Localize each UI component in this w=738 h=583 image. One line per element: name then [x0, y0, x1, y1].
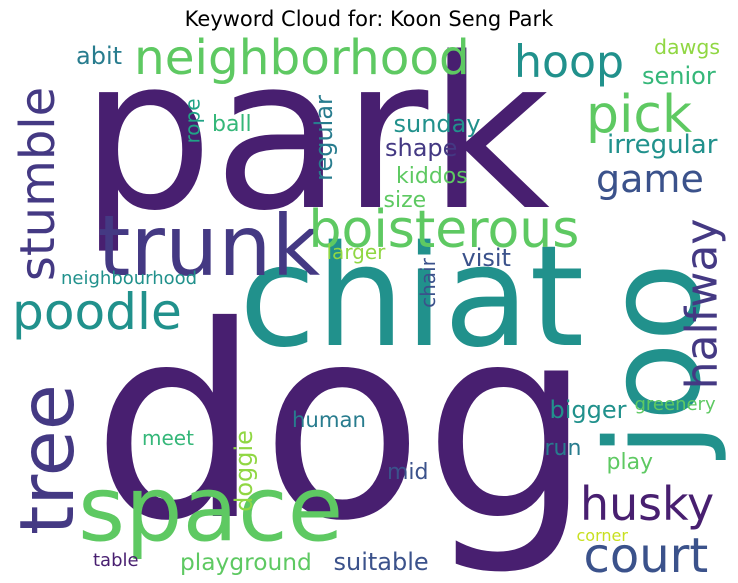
word-boisterous: boisterous: [308, 200, 580, 260]
word-corner: corner: [576, 526, 628, 545]
word-stumble: stumble: [10, 86, 67, 282]
word-game: game: [596, 157, 704, 201]
word-rope: rope: [180, 98, 205, 144]
word-court: court: [583, 528, 709, 583]
word-greenery: greenery: [634, 394, 716, 415]
word-shape: shape: [385, 134, 458, 162]
word-neighbourhood: neighbourhood: [61, 268, 198, 289]
word-husky: husky: [580, 477, 715, 531]
word-table: table: [93, 550, 139, 571]
word-tree: tree: [2, 383, 91, 535]
word-space: space: [78, 457, 344, 562]
word-hoop: hoop: [514, 37, 625, 88]
word-dawgs: dawgs: [654, 34, 721, 59]
word-play: play: [606, 450, 654, 475]
word-run: run: [544, 436, 582, 461]
word-chiat: chiat: [239, 216, 585, 379]
word-poodle: poodle: [12, 282, 182, 341]
word-mid: mid: [387, 460, 429, 485]
word-suitable: suitable: [333, 548, 429, 576]
word-park: park: [80, 12, 550, 257]
word-bigger: bigger: [549, 396, 627, 424]
word-visit: visit: [461, 244, 511, 272]
word-neighborhood: neighborhood: [134, 30, 470, 86]
word-larger: larger: [326, 240, 386, 264]
word-playground: playground: [180, 548, 312, 576]
word-senior: senior: [642, 62, 716, 90]
word-trunk: trunk: [97, 197, 321, 295]
word-sunday: sunday: [393, 110, 481, 138]
word-dog: dog: [92, 269, 593, 579]
word-irregular: irregular: [607, 130, 718, 160]
word-regular: regular: [309, 95, 338, 181]
word-ball: ball: [212, 112, 252, 137]
word-human: human: [292, 406, 366, 432]
word-doggie: doggie: [229, 430, 258, 512]
word-pick: pick: [586, 85, 693, 145]
word-abit: abit: [76, 42, 123, 70]
word-halfway: halfway: [675, 218, 727, 390]
word-meet: meet: [142, 426, 194, 450]
figure-title: Keyword Cloud for: Koon Seng Park: [184, 7, 554, 31]
word-size: size: [383, 188, 427, 213]
word-kiddos: kiddos: [396, 164, 468, 189]
word-chair: chair: [415, 258, 440, 308]
